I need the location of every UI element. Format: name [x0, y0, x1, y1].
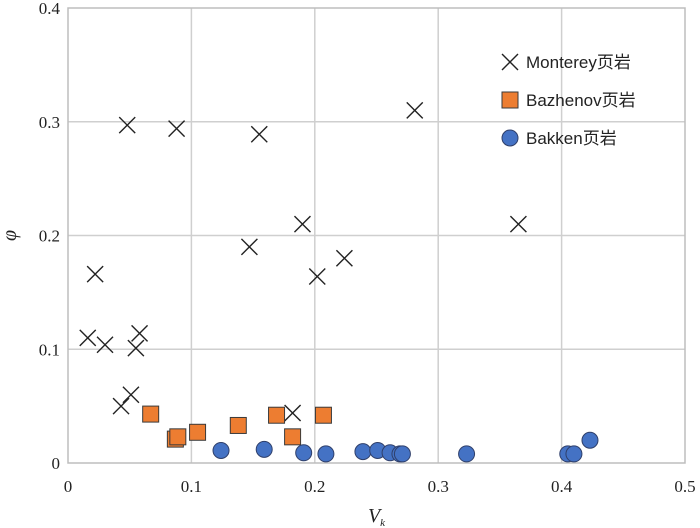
- bakken-point: [565, 445, 583, 463]
- bazhenov-point: [284, 428, 302, 446]
- legend-label: Bakken页岩: [526, 129, 617, 148]
- monterey-point: [168, 120, 186, 138]
- legend-marker: [501, 129, 519, 147]
- legend-item-bazhenov: Bazhenov页岩: [501, 91, 636, 110]
- monterey-point: [79, 329, 97, 347]
- y-tick-label: 0: [52, 454, 61, 473]
- monterey-point: [250, 125, 268, 143]
- y-tick-label: 0.1: [39, 340, 60, 359]
- bakken-point: [393, 445, 411, 463]
- grid-lines: [68, 8, 685, 463]
- data-points: [79, 101, 599, 463]
- legend-label: Monterey页岩: [526, 53, 631, 72]
- y-tick-label: 0.3: [39, 113, 60, 132]
- bazhenov-point: [229, 416, 247, 434]
- bakken-point: [581, 431, 599, 449]
- legend-item-monterey: Monterey页岩: [501, 53, 631, 72]
- x-tick-label: 0.4: [551, 477, 573, 496]
- bakken-point: [317, 445, 335, 463]
- monterey-point: [308, 267, 326, 285]
- legend-item-bakken: Bakken页岩: [501, 129, 617, 148]
- legend: Monterey页岩 Bazhenov页岩 Bakken页岩: [501, 53, 636, 148]
- bakken-point: [212, 441, 230, 459]
- bakken-point: [354, 443, 372, 461]
- x-tick-label: 0.3: [428, 477, 449, 496]
- bakken-point: [255, 440, 273, 458]
- bazhenov-point: [268, 406, 286, 424]
- monterey-point: [118, 116, 136, 134]
- monterey-point: [509, 215, 527, 233]
- bazhenov-point: [314, 406, 332, 424]
- monterey-point: [131, 324, 149, 342]
- monterey-point: [86, 265, 104, 283]
- x-tick-label: 0.2: [304, 477, 325, 496]
- monterey-point: [406, 101, 424, 119]
- x-tick-label: 0.1: [181, 477, 202, 496]
- legend-marker: [501, 53, 519, 71]
- bazhenov-point: [189, 423, 207, 441]
- plot-frame: [67, 7, 686, 464]
- monterey-point: [284, 404, 302, 422]
- legend-marker: [501, 91, 519, 109]
- bakken-point: [295, 444, 313, 462]
- x-tick-label: 0.5: [674, 477, 695, 496]
- x-axis-label: Vk: [368, 505, 386, 528]
- tick-labels: 0 0.1 0.2 0.3 0.4 0.5 0 0.1 0.2 0.3 0.4: [39, 0, 696, 496]
- monterey-point: [335, 249, 353, 267]
- y-tick-label: 0.2: [39, 227, 60, 246]
- x-tick-label: 0: [64, 477, 73, 496]
- bazhenov-point: [169, 428, 187, 446]
- y-tick-label: 0.4: [39, 0, 61, 18]
- monterey-point: [96, 336, 114, 354]
- bakken-point: [458, 445, 476, 463]
- bazhenov-point: [142, 405, 160, 423]
- monterey-point: [293, 215, 311, 233]
- y-axis-label: φ: [0, 230, 21, 241]
- monterey-point: [127, 339, 145, 357]
- monterey-point: [240, 238, 258, 256]
- monterey-point: [122, 386, 140, 404]
- monterey-point: [112, 397, 130, 415]
- legend-label: Bazhenov页岩: [526, 91, 636, 110]
